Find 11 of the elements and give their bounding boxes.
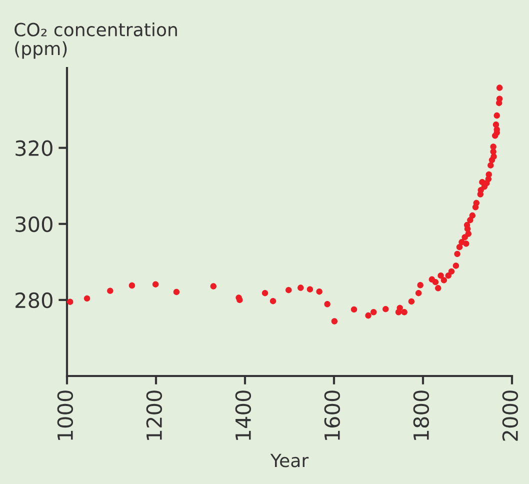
x-axis-title: Year xyxy=(270,454,309,468)
x-tick-label: 1000 xyxy=(57,390,74,440)
y-tick-label: 300 xyxy=(16,216,52,232)
x-tick-label: 2000 xyxy=(502,390,518,441)
x-tick-label: 1800 xyxy=(413,390,430,440)
x-tick-label: 1200 xyxy=(146,390,162,440)
y-tick-label: 280 xyxy=(16,292,52,308)
y-axis-title: CO₂ concentration (ppm) xyxy=(14,22,177,59)
x-tick-label: 1600 xyxy=(324,390,340,440)
x-tick-label: 1400 xyxy=(235,390,252,440)
y-tick-label: 320 xyxy=(16,140,52,156)
